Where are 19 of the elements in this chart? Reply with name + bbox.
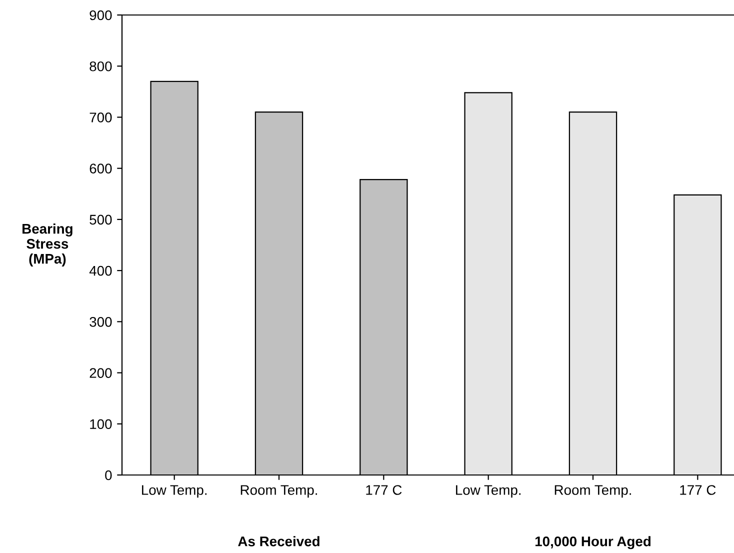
x-tick-label: Room Temp. (554, 485, 631, 498)
y-tick-label: 600 (90, 164, 112, 174)
x-tick-label: 177 C (366, 485, 402, 495)
y-tick-label: 500 (90, 214, 112, 225)
y-tick-label: 400 (89, 266, 112, 276)
x-tick-label: Room Temp. (240, 485, 317, 498)
text: 10,000 Hour Aged (535, 536, 650, 550)
x-tick-label: 177 C (680, 485, 716, 495)
y-tick-label: 800 (90, 61, 112, 72)
y-tick-label: 900 (90, 10, 112, 20)
y-axis-title: Bearing Stress (MPa) (22, 224, 72, 266)
y-tick-label: 700 (90, 112, 112, 122)
x-tick-label: Low Temp. (142, 485, 207, 498)
y-tick-label: 0 (105, 470, 112, 480)
y-tick-label: 200 (90, 368, 112, 378)
text: As Received (238, 536, 320, 546)
y-tick-label: 300 (90, 317, 112, 327)
y-tick-label: 100 (90, 419, 112, 430)
x-tick-label: Low Temp. (456, 485, 521, 498)
